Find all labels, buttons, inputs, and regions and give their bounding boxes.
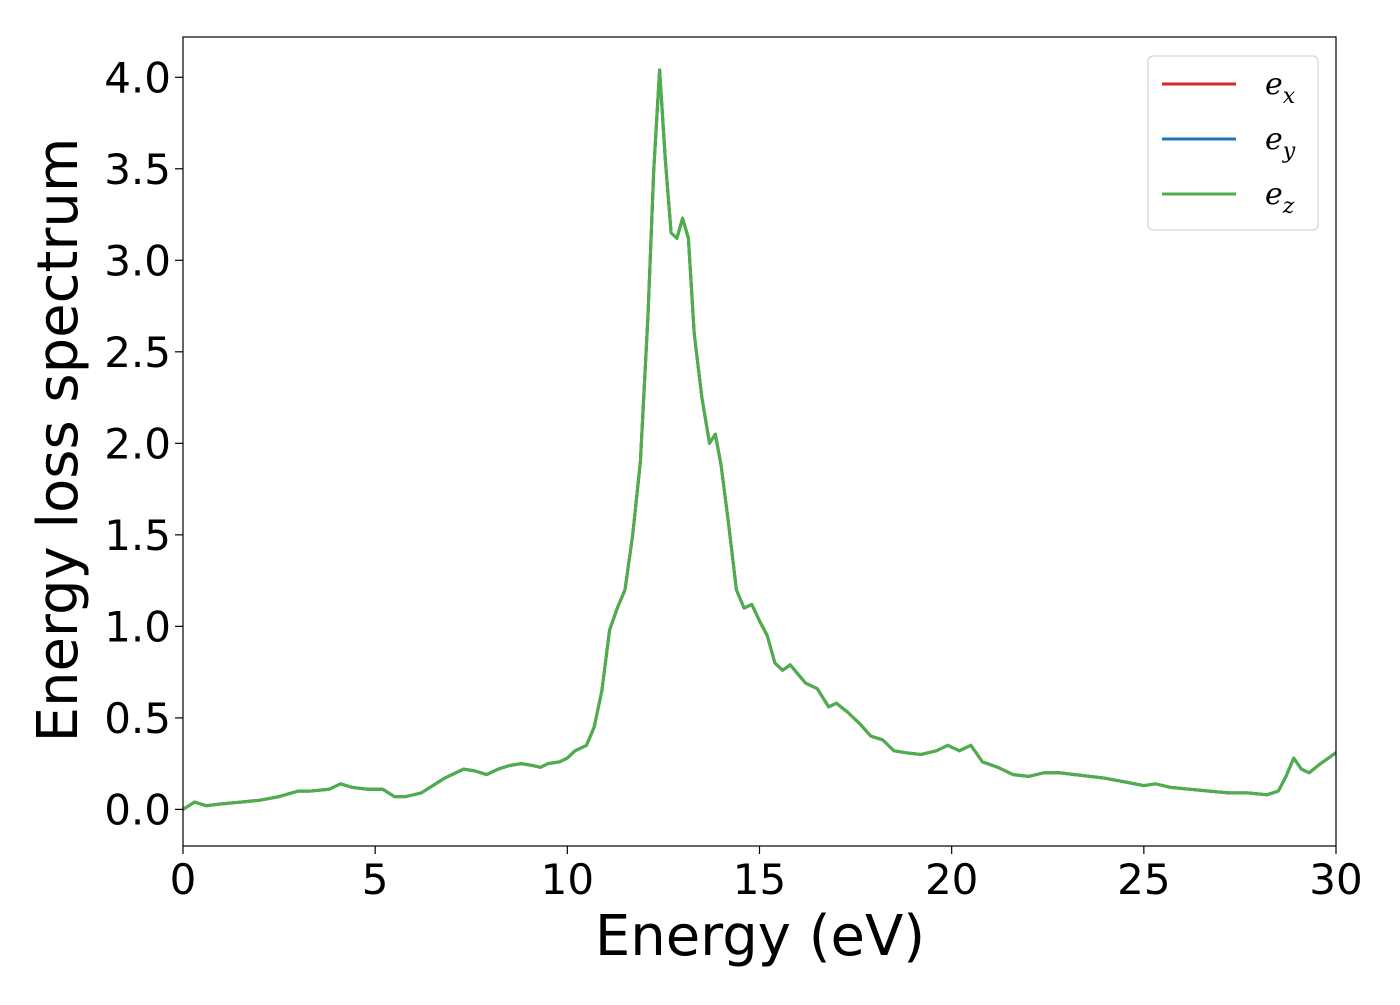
y-tick-label: 3.5 xyxy=(104,145,171,194)
x-tick-label: 0 xyxy=(170,855,197,904)
y-tick-label: 0.0 xyxy=(104,785,171,834)
x-tick-label: 10 xyxy=(541,855,594,904)
legend-label-e-z: ez xyxy=(1265,177,1295,219)
x-tick-label: 30 xyxy=(1309,855,1362,904)
legend-label-e-y: ey xyxy=(1265,122,1296,164)
y-tick-label: 1.0 xyxy=(104,602,171,651)
x-tick-label: 15 xyxy=(733,855,786,904)
y-tick-label: 4.0 xyxy=(104,53,171,102)
y-axis-title: Energy loss spectrum xyxy=(26,138,91,743)
plot-area xyxy=(183,68,1336,811)
y-tick-label: 1.5 xyxy=(104,511,171,560)
legend-label-e-x: ex xyxy=(1265,67,1296,109)
y-tick-label: 2.5 xyxy=(104,328,171,377)
axes: 0 5 10 15 20 25 30 0.0 0.5 1.0 1.5 2.0 2.5 3.0 3.5 4.0 xyxy=(104,36,1363,904)
legend-box xyxy=(1147,55,1319,231)
y-tick-label: 2.0 xyxy=(104,419,171,468)
x-axis-title: Energy (eV) xyxy=(595,904,925,969)
x-tick-label: 20 xyxy=(925,855,978,904)
series-line-e-z xyxy=(183,68,1336,811)
y-tick-label: 0.5 xyxy=(104,694,171,743)
x-tick-label: 25 xyxy=(1117,855,1170,904)
x-tick-label: 5 xyxy=(362,855,389,904)
legend: ex ey ez xyxy=(1147,55,1319,231)
y-tick-label: 3.0 xyxy=(104,236,171,285)
